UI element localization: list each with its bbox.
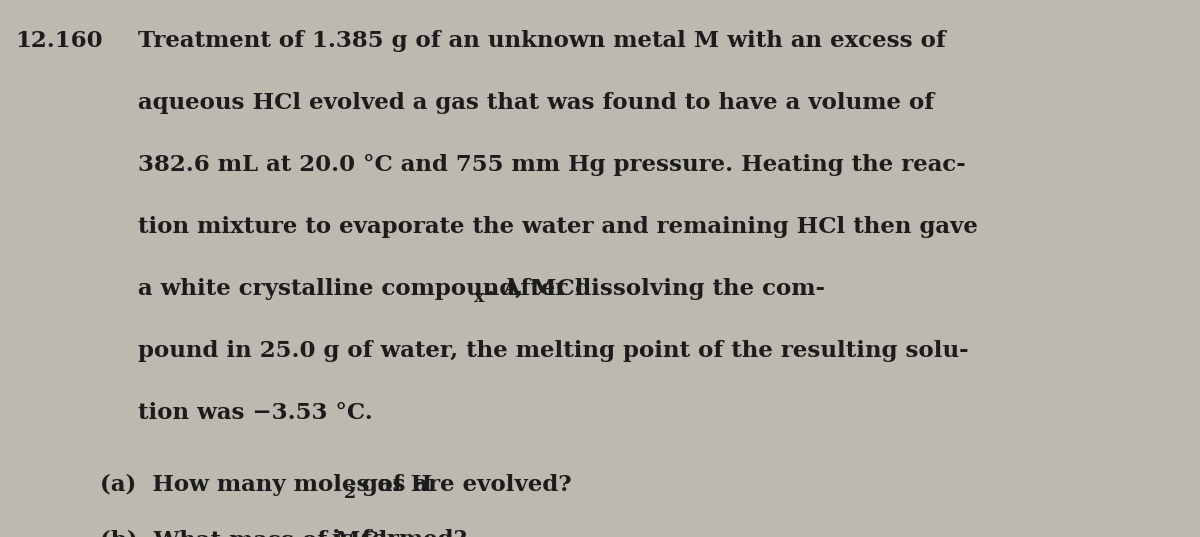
Text: x: x xyxy=(474,289,485,306)
Text: . After dissolving the com-: . After dissolving the com- xyxy=(487,278,826,300)
Text: Treatment of 1.385 g of an unknown metal M with an excess of: Treatment of 1.385 g of an unknown metal… xyxy=(138,30,946,52)
Text: tion mixture to evaporate the water and remaining HCl then gave: tion mixture to evaporate the water and … xyxy=(138,216,978,238)
Text: 12.160: 12.160 xyxy=(14,30,103,52)
Text: is formed?: is formed? xyxy=(324,529,467,537)
Text: (a)  How many moles of H: (a) How many moles of H xyxy=(100,474,432,496)
Text: (b)  What mass of MCl: (b) What mass of MCl xyxy=(100,529,388,537)
Text: gas are evolved?: gas are evolved? xyxy=(354,474,571,496)
Text: pound in 25.0 g of water, the melting point of the resulting solu-: pound in 25.0 g of water, the melting po… xyxy=(138,340,968,362)
Text: tion was −3.53 °C.: tion was −3.53 °C. xyxy=(138,402,373,424)
Text: 382.6 mL at 20.0 °C and 755 mm Hg pressure. Heating the reac-: 382.6 mL at 20.0 °C and 755 mm Hg pressu… xyxy=(138,154,966,176)
Text: aqueous HCl evolved a gas that was found to have a volume of: aqueous HCl evolved a gas that was found… xyxy=(138,92,934,114)
Text: a white crystalline compound, MCl: a white crystalline compound, MCl xyxy=(138,278,583,300)
Text: 2: 2 xyxy=(344,485,356,502)
